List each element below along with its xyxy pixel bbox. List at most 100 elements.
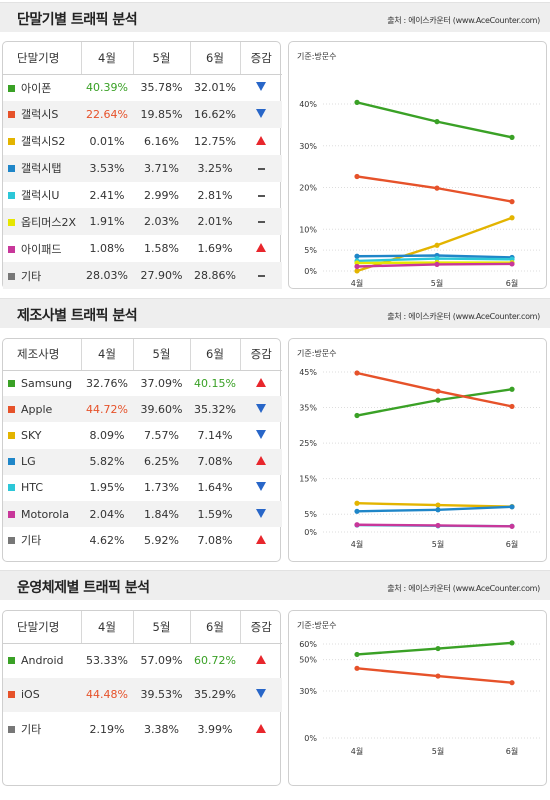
trend-up-icon bbox=[256, 456, 266, 466]
value-cell: 3.71% bbox=[133, 154, 190, 182]
table-row: 갤럭시탭 3.53% 3.71% 3.25% bbox=[3, 154, 282, 182]
legend-swatch bbox=[8, 431, 15, 439]
value-cell: 32.01% bbox=[194, 81, 236, 95]
trend-cell bbox=[240, 74, 282, 101]
data-point bbox=[354, 522, 360, 528]
table-row: 아이폰 40.39% 35.78% 32.01% bbox=[3, 74, 282, 101]
trend-down-icon bbox=[256, 429, 266, 439]
trend-up-icon bbox=[256, 723, 266, 733]
row-name-cell: 옵티머스2X bbox=[3, 208, 81, 236]
legend-swatch bbox=[8, 379, 15, 387]
y-tick-label: 10% bbox=[299, 225, 317, 234]
data-point bbox=[435, 673, 441, 679]
data-point bbox=[354, 651, 360, 658]
value-cell: 35.29% bbox=[190, 677, 240, 712]
value-cell: 1.08% bbox=[89, 242, 125, 256]
table-row: 기타 4.62% 5.92% 7.08% bbox=[3, 527, 282, 553]
column-header: 증감 bbox=[239, 339, 282, 371]
value-cell: 6.25% bbox=[133, 448, 190, 475]
trend-cell bbox=[240, 475, 282, 501]
row-name-cell: Android bbox=[3, 643, 81, 678]
value-cell: 39.53% bbox=[133, 677, 190, 712]
y-tick-label: 0% bbox=[304, 267, 317, 276]
value-cell: 3.25% bbox=[190, 154, 240, 182]
value-cell: 1.59% bbox=[190, 500, 240, 528]
value-cell: 32.76% bbox=[86, 376, 128, 390]
value-cell: 3.99% bbox=[197, 722, 233, 736]
value-cell: 40.39% bbox=[86, 81, 128, 95]
data-point bbox=[434, 255, 440, 262]
row-name-cell: Motorola bbox=[3, 500, 81, 528]
data-point bbox=[434, 242, 440, 248]
trend-cell bbox=[240, 100, 282, 128]
data-point bbox=[354, 268, 360, 274]
y-tick-label: 0% bbox=[304, 734, 317, 743]
row-name-cell: 갤럭시S2 bbox=[3, 128, 81, 155]
row-name: 기타 bbox=[21, 269, 42, 283]
value-cell: 53.33% bbox=[86, 654, 128, 667]
table-row: 기타 2.19% 3.38% 3.99% bbox=[3, 712, 282, 747]
trend-flat-icon bbox=[257, 167, 265, 170]
table-row: 옵티머스2X 1.91% 2.03% 2.01% bbox=[3, 208, 282, 236]
manufacturer-table-panel: 제조사명 4월 5월 6월 증감 Samsung 32.76% 37.09% 40.15% App… bbox=[2, 338, 282, 562]
data-point bbox=[434, 185, 440, 191]
value-cell: 1.95% bbox=[89, 481, 125, 495]
data-point bbox=[435, 522, 441, 529]
column-header: 6월 bbox=[189, 611, 240, 644]
manufacturer-chart-panel: 기준:방문수 0% 5% 15% 25% 35% 45% 4월 5월 6월 bbox=[288, 338, 547, 562]
chart-note: 기준:방문수 bbox=[297, 348, 337, 358]
row-name-cell: HTC bbox=[3, 475, 81, 501]
trend-cell bbox=[240, 370, 282, 396]
column-header: 제조사명 bbox=[3, 339, 81, 371]
trend-up-icon bbox=[256, 243, 266, 253]
data-point bbox=[509, 403, 515, 410]
value-cell: 28.03% bbox=[81, 262, 133, 290]
legend-swatch bbox=[8, 458, 15, 466]
trend-up-icon bbox=[256, 377, 266, 387]
row-name: iOS bbox=[21, 688, 40, 702]
y-tick-label: 15% bbox=[299, 475, 317, 484]
legend-swatch bbox=[8, 192, 15, 199]
data-point bbox=[354, 253, 360, 259]
trend-cell bbox=[240, 527, 282, 553]
trend-cell bbox=[240, 448, 282, 475]
row-name-cell: 갤럭시탭 bbox=[3, 154, 81, 182]
trend-down-icon bbox=[256, 403, 266, 413]
section-title: 운영체제별 트래픽 분석 bbox=[17, 580, 150, 596]
value-cell: 1.58% bbox=[144, 242, 179, 256]
x-tick-label: 5월 bbox=[432, 746, 444, 756]
section-manufacturer: 제조사별 트래픽 분석 출처 : 에이스카운터 (www.AceCounter.… bbox=[0, 298, 550, 568]
y-tick-label: 35% bbox=[299, 404, 317, 413]
trend-cell bbox=[240, 712, 282, 747]
table-row: HTC 1.95% 1.73% 1.64% bbox=[3, 475, 282, 501]
trend-up-icon bbox=[256, 135, 266, 145]
row-name: HTC bbox=[21, 481, 44, 495]
table-row: 갤럭시U 2.41% 2.99% 2.81% bbox=[3, 182, 282, 209]
row-name-cell: 아이패드 bbox=[3, 235, 81, 262]
trend-cell bbox=[240, 128, 282, 155]
data-point bbox=[354, 508, 360, 514]
row-name: 아이패드 bbox=[21, 242, 62, 256]
column-header: 단말기명 bbox=[3, 611, 81, 644]
chart-note: 기준:방문수 bbox=[297, 51, 337, 61]
legend-swatch bbox=[8, 510, 15, 518]
trend-cell bbox=[240, 500, 282, 528]
value-cell: 44.48% bbox=[81, 677, 133, 712]
column-header: 증감 bbox=[239, 611, 282, 644]
data-point bbox=[509, 134, 515, 140]
trend-cell bbox=[240, 677, 282, 712]
row-name: 기타 bbox=[21, 723, 42, 737]
series-line bbox=[356, 523, 513, 528]
row-name-cell: 갤럭시S bbox=[3, 100, 81, 128]
row-name-cell: Apple bbox=[3, 396, 81, 423]
value-cell: 7.08% bbox=[197, 533, 233, 547]
value-cell: 2.19% bbox=[89, 722, 125, 736]
table-row: Apple 44.72% 39.60% 35.32% bbox=[3, 396, 282, 423]
value-cell: 2.81% bbox=[197, 188, 233, 202]
data-point bbox=[509, 199, 515, 205]
trend-down-icon bbox=[256, 689, 266, 699]
x-tick-label: 6월 bbox=[506, 746, 518, 756]
legend-swatch bbox=[8, 165, 15, 173]
value-cell: 1.91% bbox=[81, 208, 133, 236]
y-tick-label: 50% bbox=[299, 656, 317, 665]
